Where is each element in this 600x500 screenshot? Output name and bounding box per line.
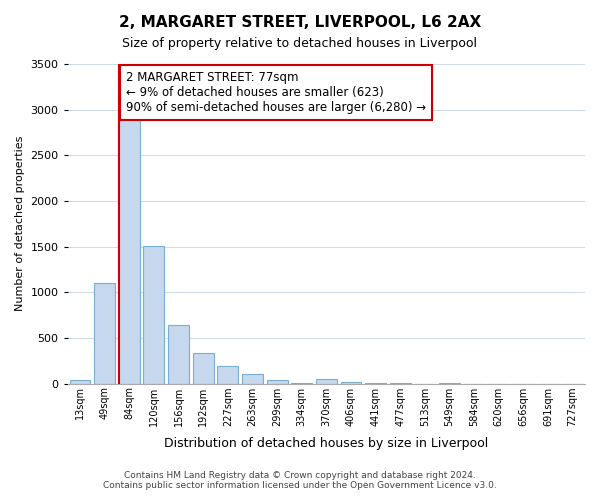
Bar xyxy=(291,382,312,384)
Bar xyxy=(168,324,189,384)
Bar xyxy=(193,353,214,384)
Bar xyxy=(266,380,287,384)
X-axis label: Distribution of detached houses by size in Liverpool: Distribution of detached houses by size … xyxy=(164,437,488,450)
Bar xyxy=(365,382,386,384)
Bar xyxy=(217,366,238,384)
Bar xyxy=(143,246,164,384)
Bar xyxy=(70,380,91,384)
Text: Size of property relative to detached houses in Liverpool: Size of property relative to detached ho… xyxy=(122,38,478,51)
Bar xyxy=(341,382,361,384)
Text: Contains HM Land Registry data © Crown copyright and database right 2024.
Contai: Contains HM Land Registry data © Crown c… xyxy=(103,470,497,490)
Bar xyxy=(94,282,115,384)
Bar xyxy=(316,379,337,384)
Bar xyxy=(119,117,140,384)
Y-axis label: Number of detached properties: Number of detached properties xyxy=(15,136,25,312)
Text: 2 MARGARET STREET: 77sqm
← 9% of detached houses are smaller (623)
90% of semi-d: 2 MARGARET STREET: 77sqm ← 9% of detache… xyxy=(125,72,426,114)
Text: 2, MARGARET STREET, LIVERPOOL, L6 2AX: 2, MARGARET STREET, LIVERPOOL, L6 2AX xyxy=(119,15,481,30)
Bar xyxy=(242,374,263,384)
